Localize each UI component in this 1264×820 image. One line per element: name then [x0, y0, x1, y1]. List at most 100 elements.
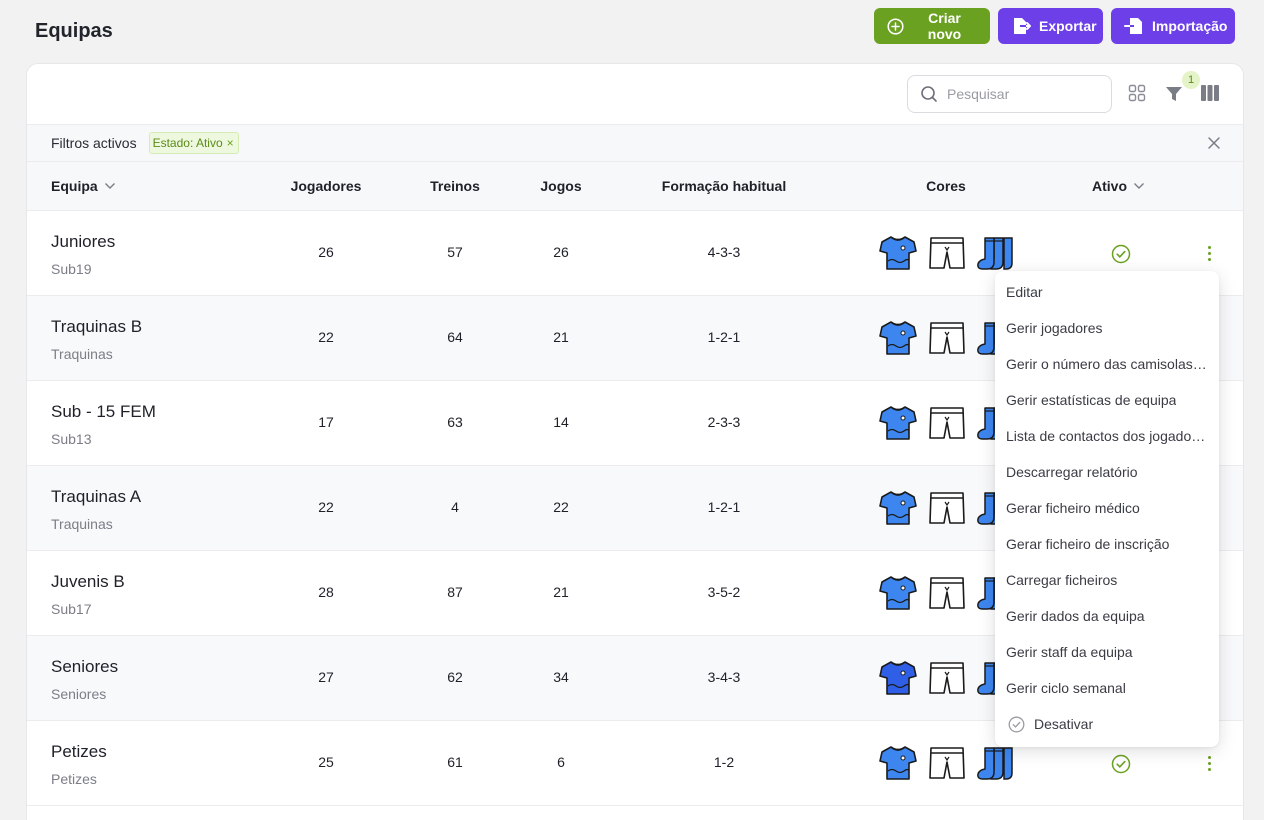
- shorts-icon: [929, 407, 965, 439]
- shorts-icon: [929, 492, 965, 524]
- team-name[interactable]: Petizes: [51, 742, 107, 761]
- trainings-count: 63: [447, 414, 463, 430]
- menu-item-label: Carregar ficheiros: [1006, 572, 1118, 588]
- formation-value: 1-2-1: [707, 329, 741, 345]
- menu-item[interactable]: Gerar ficheiro médico: [995, 490, 1219, 526]
- shorts-icon: [929, 662, 965, 694]
- page-title: Equipas: [35, 20, 113, 42]
- shorts-icon: [929, 577, 965, 609]
- filter-chip-label: Estado: Ativo: [152, 136, 223, 150]
- menu-item[interactable]: Gerir staff da equipa: [995, 634, 1219, 670]
- team-category: Sub19: [51, 261, 92, 277]
- column-header-trainings: Treinos: [430, 178, 480, 194]
- games-count: 34: [553, 669, 569, 685]
- column-header-games: Jogos: [540, 178, 582, 194]
- create-new-label: Criar novo: [927, 10, 962, 42]
- players-count: 25: [318, 754, 334, 770]
- team-name[interactable]: Juniores: [51, 232, 116, 251]
- row-actions-kebab-icon[interactable]: [1200, 754, 1218, 772]
- import-button[interactable]: Importação: [1111, 8, 1235, 44]
- filter-icon[interactable]: [1164, 84, 1184, 104]
- shorts-icon: [929, 747, 965, 779]
- team-colors: [879, 235, 1015, 271]
- players-count: 17: [318, 414, 334, 430]
- menu-item[interactable]: Gerar ficheiro de inscrição: [995, 526, 1219, 562]
- column-header-colors: Cores: [926, 178, 966, 194]
- shirt-icon: [879, 661, 917, 695]
- table-row[interactable]: Petizes Petizes 25 61 6 1-2: [27, 721, 1243, 806]
- trainings-count: 87: [447, 584, 463, 600]
- menu-item-label: Gerir jogadores: [1006, 320, 1103, 336]
- menu-item[interactable]: Gerir estatísticas de equipa: [995, 382, 1219, 418]
- formation-value: 3-5-2: [707, 584, 741, 600]
- column-header-formation: Formação habitual: [661, 178, 787, 194]
- games-count: 21: [553, 584, 569, 600]
- grid-view-icon[interactable]: [1128, 84, 1146, 102]
- row-actions-kebab-icon[interactable]: [1200, 244, 1218, 262]
- menu-item-label: Gerir staff da equipa: [1006, 644, 1133, 660]
- filter-chip-close-icon[interactable]: ×: [226, 136, 234, 150]
- socks-icon: [977, 237, 1013, 270]
- team-name[interactable]: Juvenis B: [51, 572, 125, 591]
- team-category: Sub13: [51, 431, 92, 447]
- formation-value: 4-3-3: [707, 244, 741, 260]
- menu-item-label: Lista de contactos dos jogadores: [1006, 428, 1209, 444]
- column-header-team[interactable]: Equipa: [51, 178, 116, 194]
- menu-item-label: Editar: [1006, 284, 1043, 300]
- column-header-active-label: Ativo: [1092, 178, 1127, 194]
- menu-item-deactivate[interactable]: Desativar: [995, 706, 1219, 742]
- check-circle-icon: [1008, 716, 1025, 732]
- games-count: 6: [557, 754, 565, 770]
- team-colors: [879, 575, 1015, 611]
- active-filters-bar: Filtros activos Estado: Ativo ×: [27, 125, 1243, 162]
- export-button[interactable]: Exportar: [998, 8, 1103, 44]
- menu-item-label: Gerir ciclo semanal: [1006, 680, 1126, 696]
- menu-item[interactable]: Editar: [995, 274, 1219, 310]
- header-actions: Criar novo Exportar Importação: [874, 8, 1235, 44]
- shorts-icon: [929, 322, 965, 354]
- menu-item-label: Descarregar relatório: [1006, 464, 1138, 480]
- clear-filters-icon[interactable]: [1207, 136, 1221, 150]
- shirt-icon: [879, 406, 917, 440]
- active-check-icon: [1111, 754, 1131, 774]
- import-label: Importação: [1152, 18, 1228, 34]
- column-header-team-label: Equipa: [51, 178, 98, 194]
- menu-item[interactable]: Descarregar relatório: [995, 454, 1219, 490]
- menu-item[interactable]: Gerir o número das camisolas dos jogador…: [995, 346, 1219, 382]
- formation-value: 2-3-3: [707, 414, 741, 430]
- table-row[interactable]: Juvenis B Sub17 28 87 21 3-5-2: [27, 551, 1243, 636]
- team-name[interactable]: Traquinas B: [51, 317, 143, 336]
- games-count: 22: [553, 499, 569, 515]
- games-count: 21: [553, 329, 569, 345]
- table-row[interactable]: Juniores Sub19 26 57 26 4-3-3: [27, 211, 1243, 296]
- create-new-button[interactable]: Criar novo: [874, 8, 990, 44]
- shirt-icon: [879, 236, 917, 270]
- search-input[interactable]: [947, 86, 1097, 102]
- filter-chip-status: Estado: Ativo ×: [148, 132, 239, 154]
- socks-icon: [977, 747, 1013, 780]
- export-icon: [1014, 18, 1031, 34]
- players-count: 22: [318, 499, 334, 515]
- menu-item[interactable]: Gerir dados da equipa: [995, 598, 1219, 634]
- import-icon: [1124, 18, 1142, 34]
- export-label: Exportar: [1039, 18, 1097, 34]
- menu-item[interactable]: Gerir jogadores: [995, 310, 1219, 346]
- search-icon: [921, 86, 937, 102]
- team-name[interactable]: Seniores: [51, 657, 119, 676]
- search-box[interactable]: [907, 75, 1112, 113]
- columns-icon[interactable]: [1200, 84, 1220, 102]
- trainings-count: 4: [451, 499, 459, 515]
- active-filters-label: Filtros activos: [51, 135, 137, 151]
- menu-item[interactable]: Lista de contactos dos jogadores: [995, 418, 1219, 454]
- row-actions-menu: Editar Gerir jogadores Gerir o número das …: [995, 271, 1219, 747]
- team-category: Seniores: [51, 686, 107, 702]
- shirt-icon: [879, 576, 917, 610]
- menu-item[interactable]: Carregar ficheiros: [995, 562, 1219, 598]
- menu-item-label: Gerir o número das camisolas dos jogador…: [1006, 356, 1209, 372]
- team-name[interactable]: Sub - 15 FEM: [51, 402, 156, 421]
- games-count: 26: [553, 244, 569, 260]
- team-name[interactable]: Traquinas A: [51, 487, 142, 506]
- players-count: 27: [318, 669, 334, 685]
- menu-item[interactable]: Gerir ciclo semanal: [995, 670, 1219, 706]
- column-header-active[interactable]: Ativo: [1092, 178, 1145, 194]
